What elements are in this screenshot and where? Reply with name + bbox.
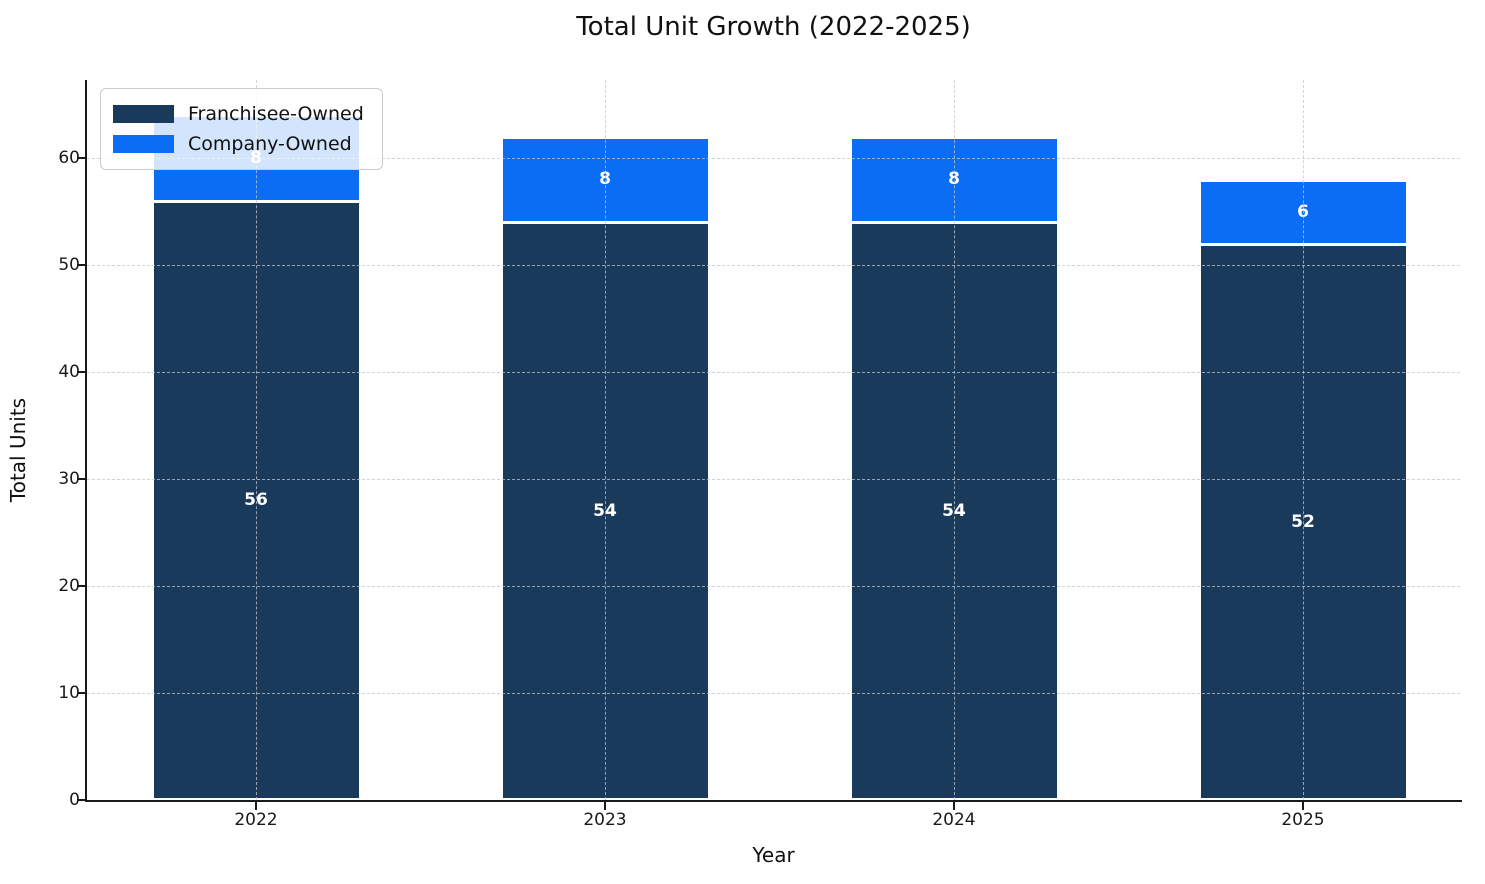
y-tick-mark-30 — [77, 478, 85, 481]
y-tick-mark-60 — [77, 157, 85, 160]
x-axis-label: Year — [752, 843, 795, 867]
gridline-vertical-2022 — [256, 80, 257, 800]
y-tick-mark-50 — [77, 264, 85, 267]
x-tick-label-2023: 2023 — [583, 810, 627, 830]
y-tick-mark-20 — [77, 585, 85, 588]
x-tick-label-2025: 2025 — [1281, 810, 1325, 830]
x-axis-spine — [85, 800, 1462, 802]
y-tick-label-0: 0 — [69, 790, 80, 810]
y-tick-label-30: 30 — [58, 469, 80, 490]
gridline-horizontal-20 — [87, 586, 1460, 588]
plot-area: 568548548526 — [87, 80, 1460, 800]
gridline-horizontal-40 — [87, 372, 1460, 374]
legend-item-company-owned: Company-Owned — [113, 129, 364, 159]
y-tick-mark-10 — [77, 692, 85, 695]
y-tick-label-10: 10 — [58, 683, 80, 704]
chart-title: Total Unit Growth (2022-2025) — [576, 12, 971, 42]
x-tick-label-2024: 2024 — [932, 810, 976, 830]
y-tick-label-40: 40 — [58, 362, 80, 383]
x-tick-mark-2025 — [1302, 802, 1304, 810]
legend-label-franchisee-owned: Franchisee-Owned — [188, 103, 364, 125]
gridline-horizontal-30 — [87, 479, 1460, 481]
gridline-vertical-2023 — [605, 80, 606, 800]
gridline-horizontal-50 — [87, 265, 1460, 267]
legend: Franchisee-Owned Company-Owned — [100, 88, 383, 170]
y-axis-spine — [85, 80, 87, 802]
legend-swatch-franchisee-owned — [113, 105, 174, 123]
gridline-horizontal-10 — [87, 693, 1460, 695]
gridline-vertical-2024 — [954, 80, 955, 800]
y-tick-mark-40 — [77, 371, 85, 374]
gridline-horizontal-60 — [87, 158, 1460, 160]
y-axis-label: Total Units — [6, 397, 30, 503]
legend-item-franchisee-owned: Franchisee-Owned — [113, 99, 364, 129]
legend-swatch-company-owned — [113, 135, 174, 153]
y-tick-mark-0 — [77, 799, 85, 801]
y-tick-label-50: 50 — [58, 255, 80, 276]
gridline-vertical-2025 — [1303, 80, 1304, 800]
legend-label-company-owned: Company-Owned — [188, 133, 352, 155]
x-tick-mark-2024 — [953, 802, 955, 810]
y-tick-label-60: 60 — [58, 148, 80, 169]
x-tick-mark-2023 — [604, 802, 606, 810]
y-tick-label-20: 20 — [58, 576, 80, 597]
x-tick-mark-2022 — [255, 802, 257, 810]
x-tick-label-2022: 2022 — [234, 810, 278, 830]
